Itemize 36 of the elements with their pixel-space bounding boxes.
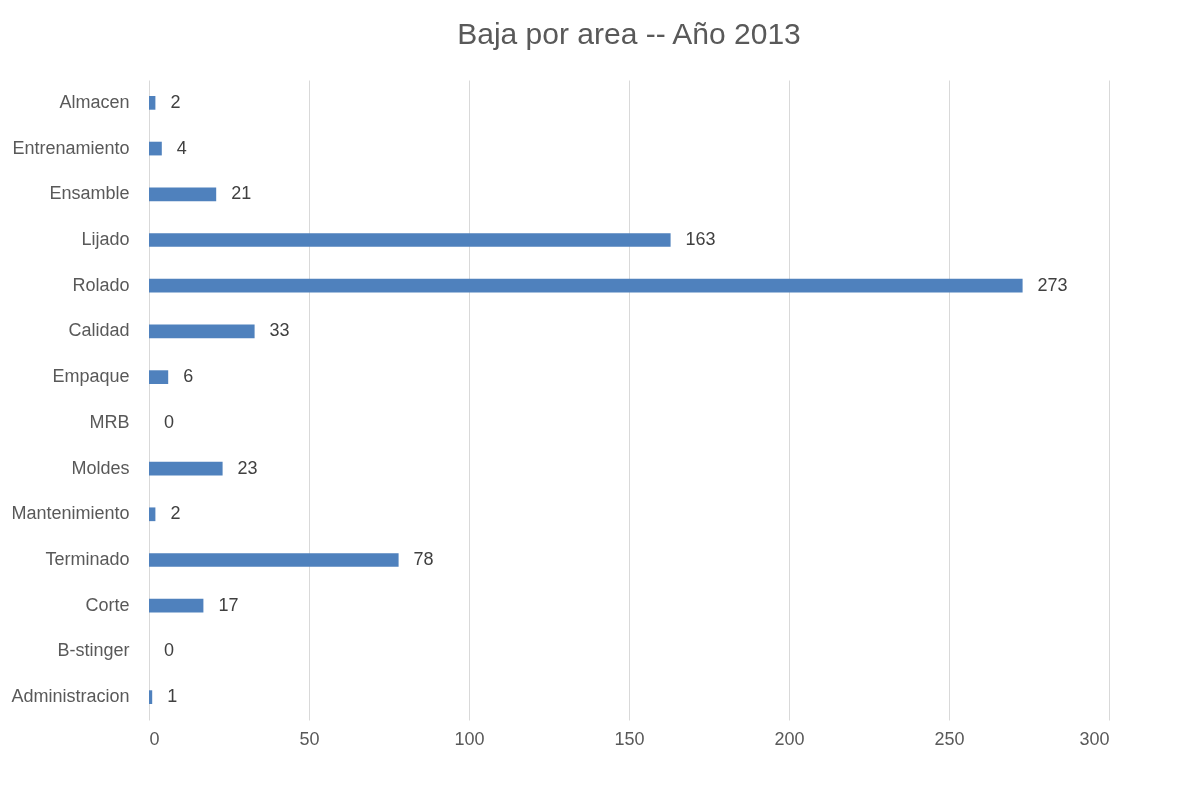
data-label: 273 bbox=[1037, 274, 1068, 295]
data-label: 78 bbox=[413, 549, 434, 569]
x-tick-label: 150 bbox=[614, 728, 645, 749]
y-tick-label: Ensamble bbox=[49, 183, 130, 204]
data-label: 33 bbox=[269, 320, 290, 341]
y-tick-label: Rolado bbox=[72, 274, 130, 295]
y-tick-label: Terminado bbox=[45, 549, 130, 569]
data-label: 163 bbox=[685, 229, 716, 249]
chart-title: Baja por area -- Año 2013 bbox=[457, 17, 801, 50]
data-label: 23 bbox=[237, 457, 258, 478]
data-label: 6 bbox=[183, 366, 194, 387]
y-tick-label: B-stinger bbox=[57, 640, 130, 661]
data-label: 17 bbox=[218, 594, 239, 615]
y-tick-label: Lijado bbox=[81, 229, 130, 249]
x-tick-label: 250 bbox=[934, 728, 965, 749]
y-tick-label: Mantenimiento bbox=[11, 503, 130, 524]
y-tick-label: Almacen bbox=[59, 91, 130, 112]
y-tick-label: Calidad bbox=[68, 320, 130, 341]
y-tick-label: Empaque bbox=[52, 366, 130, 387]
x-tick-label: 300 bbox=[1079, 728, 1110, 749]
data-label: 4 bbox=[176, 137, 187, 158]
y-tick-label: Moldes bbox=[71, 457, 130, 478]
x-tick-label: 200 bbox=[774, 728, 805, 749]
x-tick-label: 0 bbox=[149, 728, 160, 749]
data-label: 2 bbox=[170, 91, 181, 112]
x-tick-label: 50 bbox=[299, 728, 320, 749]
y-tick-label: Administracion bbox=[11, 686, 130, 707]
x-tick-label: 100 bbox=[454, 728, 485, 749]
data-label: 21 bbox=[231, 183, 252, 204]
data-label: 0 bbox=[164, 640, 175, 661]
data-label: 1 bbox=[167, 686, 178, 707]
y-tick-label: MRB bbox=[89, 411, 130, 432]
data-label: 0 bbox=[164, 411, 175, 432]
data-label: 2 bbox=[170, 503, 181, 524]
y-tick-label: Corte bbox=[85, 594, 130, 615]
y-tick-label: Entrenamiento bbox=[12, 137, 130, 158]
